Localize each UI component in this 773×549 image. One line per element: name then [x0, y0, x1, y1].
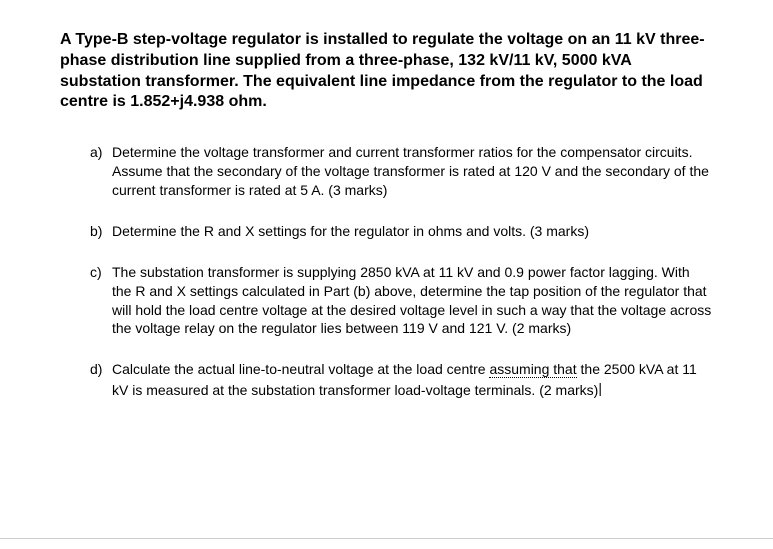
part-a-text: Determine the voltage transformer and cu…	[112, 143, 713, 200]
part-b-label: b)	[90, 222, 112, 241]
part-a-label: a)	[90, 143, 112, 200]
part-b-text: Determine the R and X settings for the r…	[112, 222, 713, 241]
part-d-text: Calculate the actual line-to-neutral vol…	[112, 360, 713, 400]
part-a: a) Determine the voltage transformer and…	[90, 143, 713, 200]
part-b: b) Determine the R and X settings for th…	[90, 222, 713, 241]
part-d-text-before: Calculate the actual line-to-neutral vol…	[112, 361, 489, 377]
part-d: d) Calculate the actual line-to-neutral …	[90, 360, 713, 400]
question-prompt: A Type-B step-voltage regulator is insta…	[60, 30, 713, 113]
text-cursor: |	[598, 379, 602, 398]
bottom-divider	[0, 538, 773, 539]
part-c: c) The substation transformer is supplyi…	[90, 263, 713, 339]
question-parts: a) Determine the voltage transformer and…	[60, 143, 713, 400]
part-c-text: The substation transformer is supplying …	[112, 263, 713, 339]
part-d-label: d)	[90, 360, 112, 400]
part-c-label: c)	[90, 263, 112, 339]
part-d-underlined: assuming that	[489, 361, 576, 378]
